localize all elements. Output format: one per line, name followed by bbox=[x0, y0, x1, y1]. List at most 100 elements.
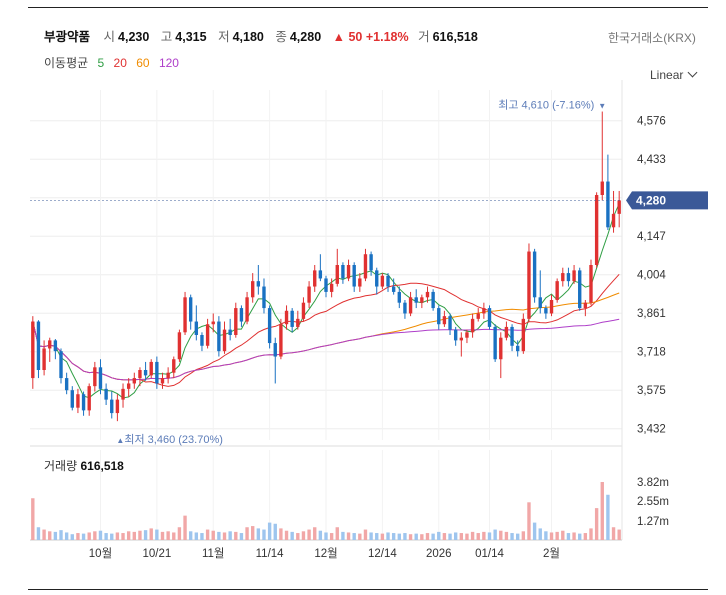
candle bbox=[476, 313, 480, 319]
candle bbox=[386, 275, 390, 287]
ma-5: 5 bbox=[97, 56, 105, 70]
candle bbox=[341, 265, 345, 279]
volume-bar bbox=[194, 532, 199, 540]
y-tick-label: 4,433 bbox=[637, 154, 666, 166]
change-value: ▲ 50 +1.18% bbox=[332, 30, 409, 44]
volume-bar bbox=[600, 482, 604, 540]
candle bbox=[273, 343, 277, 357]
volume-bar bbox=[132, 531, 136, 540]
candle bbox=[284, 310, 289, 325]
volume-tick-label: 3.82m bbox=[637, 477, 669, 489]
volume-bar bbox=[36, 527, 41, 540]
top-border bbox=[28, 7, 708, 8]
volume-bar bbox=[611, 527, 616, 540]
x-tick-label: 11월 bbox=[202, 547, 225, 560]
candle bbox=[346, 265, 351, 279]
volume-bar bbox=[183, 515, 187, 540]
volume-bar bbox=[324, 532, 328, 540]
volume-bar bbox=[110, 533, 114, 540]
volume-bar bbox=[279, 528, 283, 540]
scale-label: Linear bbox=[650, 68, 684, 82]
candle bbox=[403, 302, 407, 314]
volume-bar bbox=[482, 531, 486, 540]
volume-bar bbox=[284, 530, 289, 540]
candle bbox=[453, 329, 458, 341]
candle bbox=[115, 399, 120, 414]
candle bbox=[188, 297, 193, 322]
candle bbox=[594, 195, 599, 265]
quote-header: 부광약품 시 4,230 고 4,315 저 4,180 종 4,280 ▲ 50 +1… bbox=[44, 26, 486, 45]
volume-bar bbox=[93, 531, 97, 540]
volume-bar bbox=[358, 533, 362, 540]
moving-average-label: 이동평균 bbox=[44, 56, 89, 70]
volume-bar bbox=[572, 532, 576, 540]
volume-bar bbox=[594, 508, 599, 540]
volume-bar bbox=[532, 522, 537, 540]
moving-average-legend: 이동평균 5 20 60 120 bbox=[44, 54, 185, 71]
candle bbox=[143, 370, 148, 376]
high-annotation: 최고 4,610 (-7.16%) bbox=[498, 99, 594, 112]
candle bbox=[442, 316, 447, 325]
candle bbox=[200, 335, 204, 346]
volume-bar bbox=[31, 498, 35, 540]
volume-bar bbox=[397, 533, 401, 540]
candle bbox=[538, 297, 542, 309]
volume-title-value: 616,518 bbox=[80, 459, 124, 473]
volume-bar bbox=[53, 531, 58, 540]
ma-120: 120 bbox=[158, 56, 179, 70]
candle bbox=[504, 326, 509, 338]
candle bbox=[251, 281, 255, 298]
candle bbox=[166, 372, 170, 379]
volume-bar bbox=[307, 529, 311, 540]
candle bbox=[76, 394, 80, 408]
volume-tick-label: 1.27m bbox=[637, 516, 669, 528]
volume-bar bbox=[425, 533, 430, 540]
down-triangle-icon: ▼ bbox=[598, 102, 606, 111]
candle bbox=[589, 265, 593, 303]
candle bbox=[521, 318, 526, 352]
candle bbox=[64, 378, 69, 391]
volume-bar bbox=[98, 530, 103, 540]
candle bbox=[391, 286, 396, 292]
candle bbox=[307, 286, 311, 303]
x-tick-label: 11/14 bbox=[256, 548, 285, 560]
scale-selector[interactable]: Linear bbox=[650, 67, 698, 82]
volume-bar bbox=[222, 532, 227, 540]
candle bbox=[363, 254, 368, 279]
candle bbox=[132, 378, 136, 384]
candle bbox=[465, 332, 469, 338]
volume-bar bbox=[81, 533, 86, 540]
candle bbox=[313, 270, 317, 287]
candle bbox=[380, 275, 385, 287]
candle bbox=[606, 181, 610, 228]
volume-bar bbox=[301, 531, 306, 540]
candle bbox=[98, 367, 103, 389]
candle bbox=[352, 265, 356, 287]
candle bbox=[527, 251, 531, 319]
exchange-label: 한국거래소(KRX) bbox=[608, 31, 696, 45]
volume-bar bbox=[544, 531, 548, 540]
close-label: 종 bbox=[275, 30, 287, 44]
candle bbox=[510, 326, 514, 346]
volume-bar bbox=[273, 523, 277, 540]
candle bbox=[138, 370, 142, 379]
ma-120-line bbox=[32, 318, 620, 381]
open-value: 4,230 bbox=[118, 30, 150, 44]
candles bbox=[31, 111, 621, 422]
candle bbox=[81, 394, 86, 411]
volume-bar bbox=[256, 528, 261, 540]
y-tick-label: 4,147 bbox=[637, 231, 666, 243]
volume-bar bbox=[217, 531, 221, 540]
candle bbox=[228, 329, 232, 335]
volume-bar bbox=[437, 531, 441, 540]
candle bbox=[183, 297, 187, 333]
ma-60: 60 bbox=[136, 56, 150, 70]
volume-value: 616,518 bbox=[432, 30, 478, 44]
volume-bar bbox=[617, 529, 621, 540]
volume-bar bbox=[459, 533, 464, 540]
volume-title-label: 거래량 bbox=[44, 459, 78, 473]
volume-bar bbox=[149, 528, 153, 540]
volume-bar bbox=[476, 533, 480, 540]
y-tick-label: 3,861 bbox=[637, 308, 666, 320]
